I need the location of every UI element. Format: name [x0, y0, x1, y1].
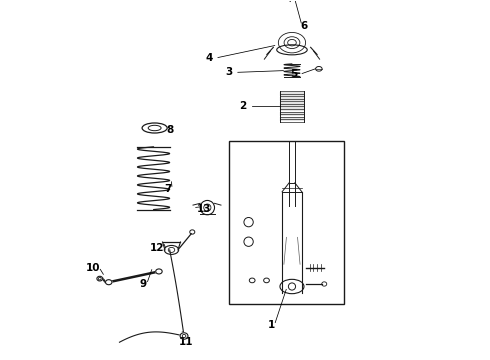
Text: 11: 11 [178, 337, 193, 347]
Text: 13: 13 [196, 204, 211, 214]
Ellipse shape [180, 333, 188, 339]
Ellipse shape [97, 276, 102, 281]
Text: 4: 4 [205, 53, 213, 63]
Ellipse shape [156, 269, 162, 274]
Ellipse shape [105, 280, 112, 285]
Bar [229, 140, 343, 304]
Text: 6: 6 [300, 21, 308, 31]
Text: 2: 2 [240, 102, 247, 112]
Text: 7: 7 [164, 184, 171, 194]
Text: 8: 8 [166, 125, 173, 135]
Text: 3: 3 [225, 67, 232, 77]
Text: 12: 12 [150, 243, 164, 253]
Text: 10: 10 [85, 263, 100, 273]
Text: 5: 5 [290, 69, 297, 79]
Text: 1: 1 [268, 320, 275, 330]
Text: 9: 9 [139, 279, 147, 289]
